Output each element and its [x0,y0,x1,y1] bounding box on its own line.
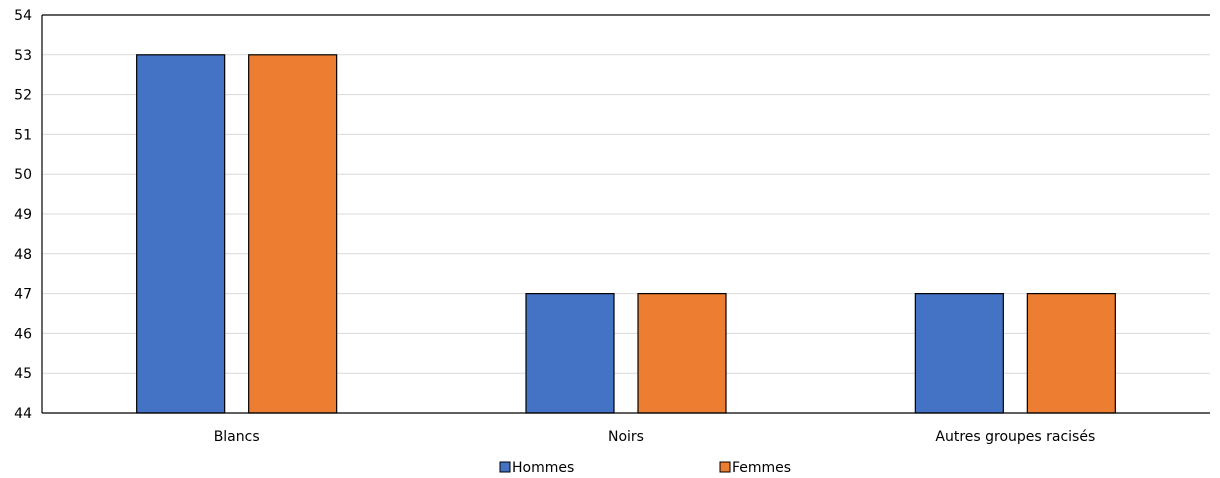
y-tick-label: 44 [14,406,32,422]
x-category-label: Autres groupes racisés [935,429,1095,445]
legend-label: Femmes [732,460,791,476]
bar-femmes-1 [248,54,338,414]
legend-item-femmes: Femmes [719,460,791,476]
legend: Hommes Femmes [499,460,791,476]
bar-femmes-2 [637,293,727,414]
y-tick-labels: 44 45 46 47 48 49 50 51 52 53 54 [14,8,32,422]
bar-femmes-3 [1026,293,1116,414]
axes [41,14,1210,414]
x-category-label: Noirs [608,429,644,445]
y-tick-label: 48 [14,247,32,263]
legend-label: Hommes [512,460,574,476]
legend-swatch [499,461,511,473]
bars [136,54,1116,414]
y-tick-label: 54 [14,8,32,24]
bar-hommes-3 [914,293,1004,414]
y-tick-label: 51 [14,127,32,143]
x-category-label: Blancs [214,429,260,445]
y-tick-label: 46 [14,326,32,342]
legend-item-hommes: Hommes [499,460,574,476]
y-tick-label: 50 [14,167,32,183]
bar-hommes-2 [525,293,615,414]
legend-swatch [719,461,731,473]
y-tick-label: 53 [14,48,32,64]
y-tick-label: 45 [14,366,32,382]
x-category-labels: Blancs Noirs Autres groupes racisés [214,429,1096,445]
y-tick-label: 49 [14,207,32,223]
y-tick-label: 52 [14,88,32,104]
bar-hommes-1 [136,54,226,414]
gridlines [42,54,1210,374]
y-tick-label: 47 [14,287,32,303]
